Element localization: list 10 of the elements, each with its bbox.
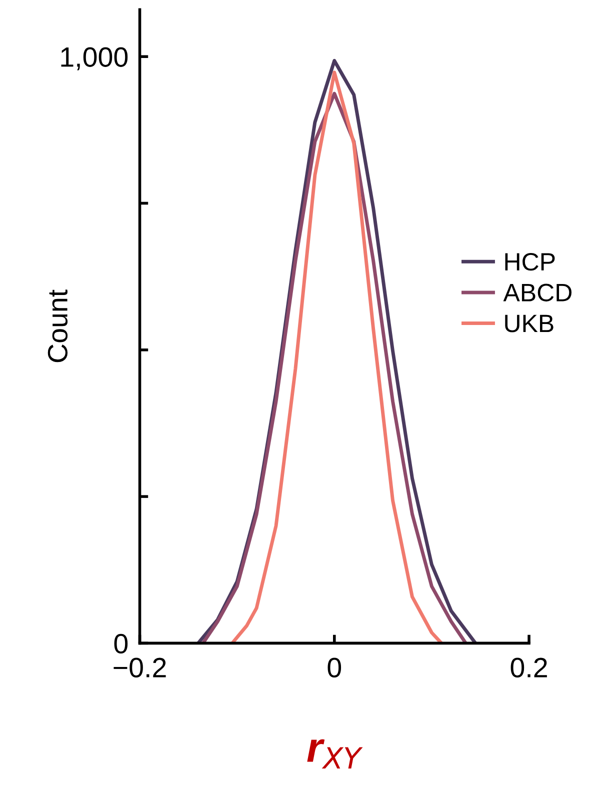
x-axis-title: r$_{XY}$ [307,739,363,769]
y-tick-label: 1,000 [61,47,128,70]
x-tick-label: 0 [328,658,342,678]
y-axis-title: Count [48,290,68,362]
x-tick-label: 0.2 [510,658,547,678]
x-tick-label: −0.2 [114,658,166,678]
legend-label: HCP [505,252,555,271]
legend-label: UKB [505,314,554,332]
legend-label: ABCD [503,284,572,302]
line-series [230,70,444,644]
